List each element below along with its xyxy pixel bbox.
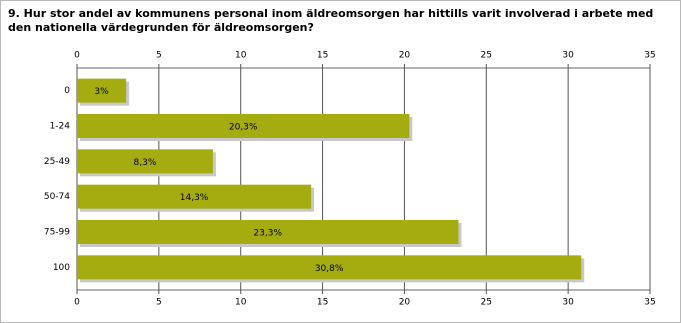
x-tick-label: 30 <box>562 51 574 61</box>
x-tick-label: 15 <box>317 51 328 61</box>
y-tick-label: 1-24 <box>50 122 71 132</box>
value-label: 14,3% <box>180 193 209 203</box>
x-tick-label: 10 <box>235 51 247 61</box>
value-label: 3% <box>94 87 109 97</box>
x-tick-label: 30 <box>562 298 574 308</box>
x-tick-label: 15 <box>317 298 328 308</box>
y-tick-label: 75-99 <box>44 228 70 238</box>
x-tick-label: 5 <box>156 298 162 308</box>
y-tick-label: 50-74 <box>44 192 70 202</box>
chart-title: 9. Hur stor andel av kommunens personal … <box>8 7 654 34</box>
x-tick-label: 20 <box>399 51 411 61</box>
x-tick-label: 25 <box>481 51 492 61</box>
x-tick-label: 25 <box>481 298 492 308</box>
bar <box>77 114 410 138</box>
bar <box>77 184 312 209</box>
x-tick-label: 0 <box>74 51 80 61</box>
x-tick-label: 5 <box>156 51 162 61</box>
bar <box>77 149 213 174</box>
y-tick-label: 100 <box>53 263 70 273</box>
x-tick-label: 35 <box>644 298 655 308</box>
x-tick-label: 10 <box>235 298 247 308</box>
bar <box>77 78 127 103</box>
x-tick-label: 0 <box>74 298 80 308</box>
x-tick-label: 20 <box>399 298 411 308</box>
bar <box>77 220 459 244</box>
value-label: 30,8% <box>315 264 344 274</box>
value-label: 8,3% <box>134 158 157 168</box>
bar <box>77 255 582 280</box>
y-tick-label: 0 <box>64 86 70 96</box>
y-tick-label: 25-49 <box>44 157 70 167</box>
x-tick-label: 35 <box>644 51 655 61</box>
value-label: 20,3% <box>229 123 258 133</box>
value-label: 23,3% <box>253 229 282 239</box>
plot-area <box>76 67 651 291</box>
